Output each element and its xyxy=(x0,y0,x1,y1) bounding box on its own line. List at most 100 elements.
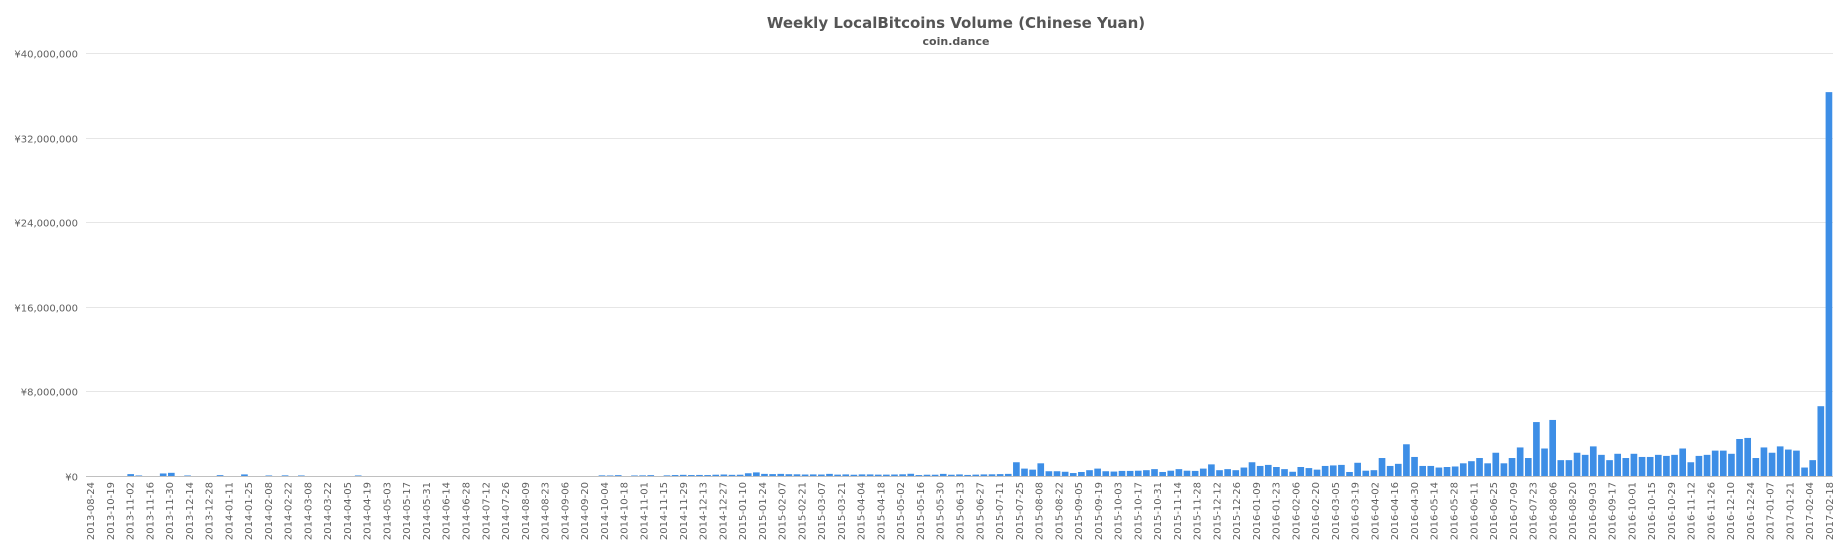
bar xyxy=(1589,446,1597,476)
x-tick-label: 2015-05-16 xyxy=(916,482,927,540)
bar xyxy=(354,475,362,476)
bar xyxy=(769,474,776,476)
x-tick-label: 2014-05-17 xyxy=(402,482,413,540)
bar xyxy=(1297,467,1305,476)
bar xyxy=(899,474,906,476)
x-tick-label: 2013-08-24 xyxy=(86,482,97,540)
x-tick-label: 2014-02-22 xyxy=(284,482,295,540)
x-tick-label: 2015-12-12 xyxy=(1212,482,1223,540)
bar xyxy=(216,475,224,476)
x-tick-label: 2016-02-20 xyxy=(1311,482,1322,540)
x-tick-label: 2015-07-11 xyxy=(995,482,1006,540)
bar xyxy=(1459,463,1467,476)
x-tick-label: 2014-09-20 xyxy=(580,482,591,540)
x-tick-label: 2014-12-13 xyxy=(699,482,710,540)
bar xyxy=(1199,468,1207,476)
bar xyxy=(1476,458,1483,476)
bar xyxy=(1143,470,1150,476)
bar xyxy=(761,473,768,476)
bar xyxy=(127,474,135,476)
x-tick-label: 2014-03-22 xyxy=(323,482,334,540)
x-tick-label: 2016-08-06 xyxy=(1548,482,1559,540)
x-tick-label: 2013-11-02 xyxy=(126,482,137,540)
x-tick-label: 2015-11-14 xyxy=(1173,482,1184,540)
bar xyxy=(1809,460,1817,476)
bar xyxy=(679,474,687,476)
bar xyxy=(1524,458,1532,476)
bar xyxy=(1069,473,1077,476)
bar xyxy=(1508,458,1516,476)
x-tick-label: 2016-07-23 xyxy=(1529,482,1540,540)
bar xyxy=(1110,471,1118,476)
bar xyxy=(614,475,622,476)
bar xyxy=(1557,460,1565,476)
bar xyxy=(1118,470,1126,476)
x-tick-label: 2015-11-28 xyxy=(1193,482,1204,540)
bar xyxy=(1752,458,1760,476)
bar xyxy=(1191,470,1199,476)
bar xyxy=(1037,463,1045,476)
x-tick-label: 2016-07-09 xyxy=(1509,482,1520,540)
bar xyxy=(1549,419,1556,476)
x-tick-label: 2014-01-25 xyxy=(244,482,255,540)
x-tick-label: 2016-06-11 xyxy=(1469,482,1480,540)
bar xyxy=(1086,470,1093,476)
x-tick-label: 2015-05-02 xyxy=(896,482,907,540)
bar xyxy=(1638,456,1646,476)
bar xyxy=(1695,455,1703,476)
x-tick-label: 2016-10-29 xyxy=(1667,482,1678,540)
bar xyxy=(1671,454,1678,476)
bar xyxy=(1784,449,1792,476)
bar xyxy=(1029,469,1036,476)
bar xyxy=(785,474,793,476)
bar xyxy=(1606,460,1613,476)
x-tick-label: 2016-04-02 xyxy=(1370,482,1381,540)
x-tick-label: 2015-03-07 xyxy=(817,482,828,540)
bar xyxy=(663,475,671,476)
x-tick-label: 2015-08-22 xyxy=(1054,482,1065,540)
x-tick-label: 2014-07-26 xyxy=(501,482,512,540)
bar xyxy=(135,475,143,476)
y-tick-label: ¥0 xyxy=(65,473,78,484)
x-tick-label: 2015-04-18 xyxy=(876,482,887,540)
x-tick-label: 2014-04-05 xyxy=(343,482,354,540)
x-tick-label: 2016-10-01 xyxy=(1627,482,1638,540)
bar xyxy=(1216,470,1223,476)
y-tick-label: ¥8,000,000 xyxy=(21,388,78,399)
bar xyxy=(241,474,248,476)
x-tick-label: 2014-08-23 xyxy=(541,482,552,540)
bar xyxy=(1719,450,1727,476)
x-tick-label: 2014-05-03 xyxy=(382,482,393,540)
x-tick-label: 2016-11-26 xyxy=(1706,482,1717,540)
bar xyxy=(1703,454,1711,476)
bar xyxy=(1768,452,1776,476)
x-tick-label: 2014-11-15 xyxy=(659,482,670,540)
bar xyxy=(1451,466,1459,476)
x-tick-label: 2013-11-30 xyxy=(165,482,176,540)
bar xyxy=(1078,471,1085,476)
x-tick-label: 2016-10-15 xyxy=(1647,482,1658,540)
bar xyxy=(1760,447,1768,476)
bar xyxy=(996,474,1004,476)
bar xyxy=(1687,462,1695,476)
x-tick-label: 2015-10-31 xyxy=(1153,482,1164,540)
bar xyxy=(712,474,720,476)
bar xyxy=(801,474,809,476)
x-tick-label: 2017-02-18 xyxy=(1825,482,1836,540)
bar xyxy=(1427,465,1435,476)
bar xyxy=(1646,456,1654,476)
x-tick-label: 2017-01-07 xyxy=(1766,482,1777,540)
bar xyxy=(939,473,947,476)
gridlines xyxy=(86,53,1833,392)
x-tick-label: 2015-02-21 xyxy=(797,482,808,540)
x-tick-label: 2014-12-27 xyxy=(718,482,729,540)
bar xyxy=(1541,448,1548,476)
bar xyxy=(1825,92,1833,476)
bar xyxy=(1264,464,1272,476)
bar xyxy=(744,473,752,476)
x-tick-label: 2016-02-06 xyxy=(1291,482,1302,540)
bar xyxy=(1468,461,1475,476)
bar xyxy=(931,474,939,476)
bar xyxy=(265,475,273,476)
bar xyxy=(1159,471,1166,476)
